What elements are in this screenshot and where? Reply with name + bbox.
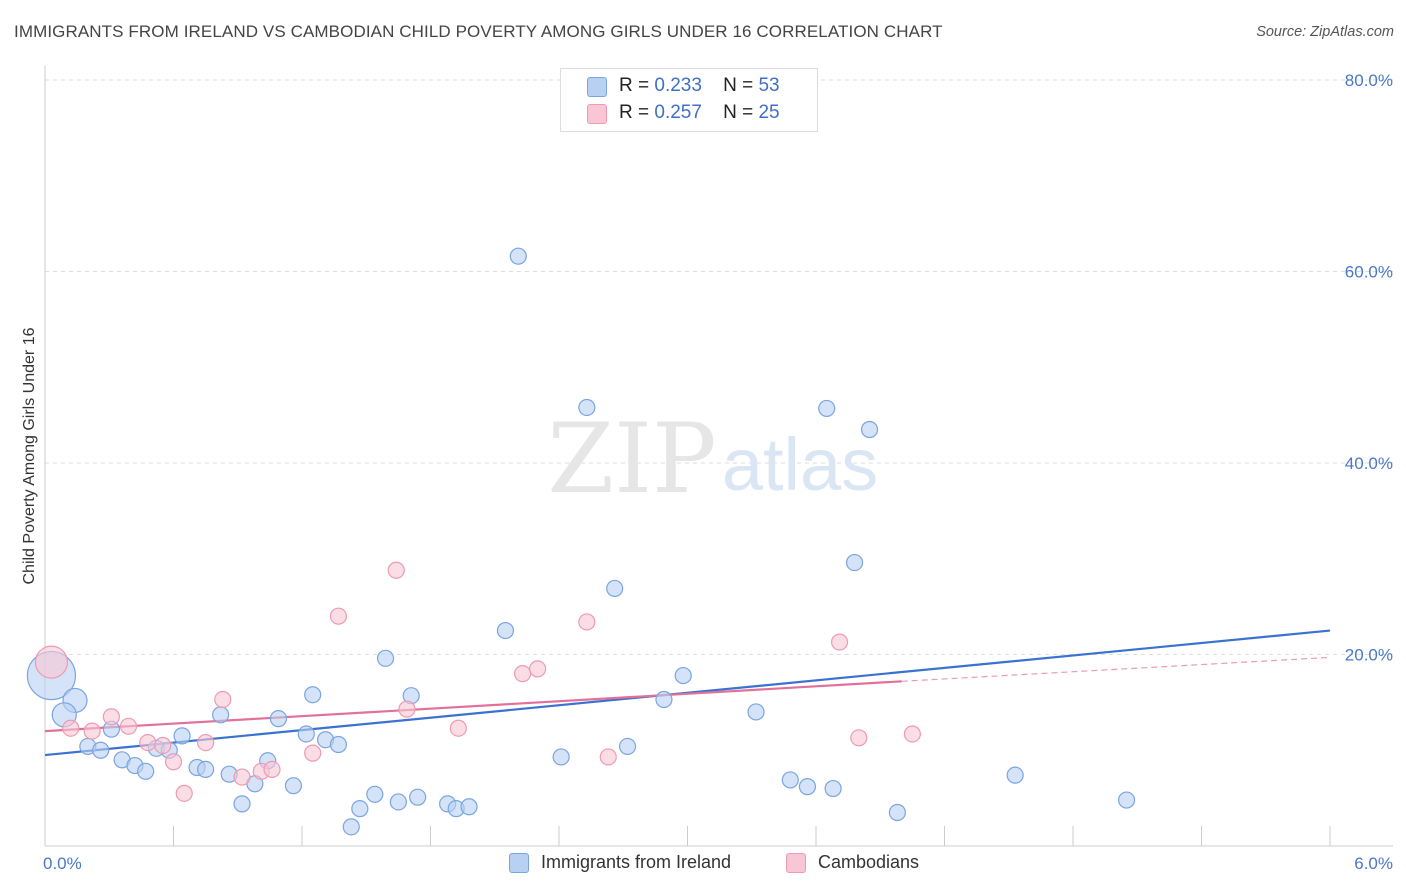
point-cambodians <box>164 753 183 771</box>
point-ireland <box>376 649 395 667</box>
point-ireland <box>409 788 427 806</box>
point-cambodians <box>830 633 849 651</box>
legend-swatch-cambodians <box>587 104 607 124</box>
y-tick-label: 20.0% <box>1345 646 1393 665</box>
points-ireland <box>26 247 1136 836</box>
point-ireland <box>496 621 515 640</box>
y-tick-label: 60.0% <box>1345 263 1393 282</box>
point-cambodians <box>513 665 532 683</box>
point-ireland <box>329 735 348 754</box>
point-cambodians <box>528 660 547 678</box>
point-cambodians <box>154 736 172 755</box>
point-ireland <box>342 818 360 836</box>
point-cambodians <box>175 784 193 802</box>
point-cambodians <box>304 744 322 762</box>
point-ireland <box>578 398 596 417</box>
points-cambodians <box>34 561 921 802</box>
point-cambodians <box>119 717 138 735</box>
legend-r-label: R = <box>619 102 650 123</box>
legend-r-value: 0.257 <box>654 102 702 123</box>
point-ireland <box>824 779 842 798</box>
legend-swatch-ireland <box>587 77 607 97</box>
x-tick-label-min: 0.0% <box>43 854 82 873</box>
point-cambodians <box>34 645 69 679</box>
point-cambodians <box>903 725 921 743</box>
point-ireland <box>860 420 879 439</box>
legend-n-value: 53 <box>758 75 780 96</box>
bottom-legend-label-ireland: Immigrants from Ireland <box>541 852 732 872</box>
chart-title: IMMIGRANTS FROM IRELAND VS CAMBODIAN CHI… <box>14 22 943 41</box>
watermark: ZIP atlas <box>547 403 878 515</box>
point-ireland <box>674 666 692 685</box>
point-ireland <box>297 725 315 743</box>
point-ireland <box>509 247 527 265</box>
point-ireland <box>389 793 407 811</box>
point-cambodians <box>233 768 251 786</box>
x-axis-ticks <box>44 826 1331 846</box>
point-cambodians <box>398 700 416 718</box>
point-cambodians <box>850 729 868 747</box>
bottom-legend-label-cambodians: Cambodians <box>818 852 920 872</box>
point-cambodians <box>387 561 405 579</box>
point-ireland <box>552 748 570 766</box>
watermark-zip: ZIP <box>547 403 716 515</box>
legend-n-value: 25 <box>758 102 780 123</box>
point-ireland <box>845 553 864 572</box>
point-ireland <box>137 762 155 780</box>
point-ireland <box>1117 791 1136 809</box>
source-credit: Source: ZipAtlas.com <box>1256 24 1394 40</box>
point-cambodians <box>214 690 232 709</box>
point-cambodians <box>449 719 467 737</box>
point-ireland <box>197 760 215 779</box>
point-cambodians <box>197 733 215 752</box>
watermark-atlas: atlas <box>722 423 878 506</box>
point-cambodians <box>263 760 281 779</box>
point-cambodians <box>578 613 596 631</box>
y-gridlines <box>45 79 1393 655</box>
point-ireland <box>351 800 369 818</box>
point-ireland <box>747 703 765 721</box>
y-tick-labels: 20.0% 40.0% 60.0% 80.0% <box>1345 71 1393 665</box>
point-cambodians <box>62 719 80 737</box>
legend: R = 0.233 N = 53 R = 0.257 N = 25 <box>560 68 818 132</box>
point-cambodians <box>102 708 120 726</box>
point-cambodians <box>599 748 617 766</box>
legend-r-label: R = <box>619 75 650 96</box>
y-tick-label: 40.0% <box>1345 454 1393 473</box>
point-ireland <box>212 706 230 724</box>
point-ireland <box>781 771 799 789</box>
point-ireland <box>798 778 817 796</box>
x-tick-label-max: 6.0% <box>1354 854 1393 873</box>
point-ireland <box>173 727 191 745</box>
point-ireland <box>655 690 673 709</box>
legend-r-value: 0.233 <box>654 75 702 96</box>
point-ireland <box>606 579 624 598</box>
trend-lines <box>44 629 1331 757</box>
point-cambodians <box>83 722 101 740</box>
legend-n-label: N = <box>723 102 754 123</box>
point-ireland <box>269 710 288 728</box>
y-axis-label: Child Poverty Among Girls Under 16 <box>21 327 38 584</box>
point-ireland <box>888 803 906 822</box>
point-cambodians <box>139 733 157 752</box>
point-ireland <box>366 785 384 803</box>
trend-line-cambodians-extension <box>901 656 1331 682</box>
point-ireland <box>284 777 303 795</box>
point-ireland <box>233 795 251 813</box>
legend-n-label: N = <box>723 75 754 96</box>
point-cambodians <box>329 607 348 625</box>
point-ireland <box>92 741 110 759</box>
point-ireland <box>618 737 637 756</box>
bottom-legend-swatch-ireland <box>509 853 529 873</box>
bottom-legend-swatch-cambodians <box>786 853 806 873</box>
point-ireland <box>818 399 836 418</box>
point-ireland <box>460 798 478 816</box>
point-ireland <box>1006 766 1024 784</box>
y-tick-label: 80.0% <box>1345 71 1393 90</box>
trend-line-cambodians <box>44 680 902 733</box>
point-ireland <box>304 686 322 704</box>
